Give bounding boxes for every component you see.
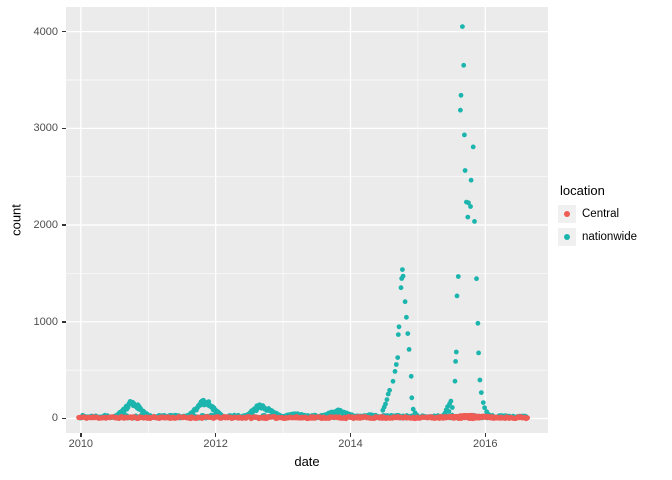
x-axis-tick xyxy=(80,433,82,437)
data-point-nationwide xyxy=(410,406,416,412)
data-point-nationwide xyxy=(395,332,401,337)
y-axis-tick xyxy=(62,224,66,226)
data-point-nationwide xyxy=(412,410,418,416)
data-point-central xyxy=(524,415,530,421)
y-tick-label: 4000 xyxy=(33,25,58,38)
data-point-nationwide xyxy=(387,387,392,393)
plot-panel xyxy=(66,7,548,433)
y-axis-tick xyxy=(62,30,66,33)
x-axis-tick xyxy=(484,433,487,437)
y-tick-label: 3000 xyxy=(33,122,58,135)
x-axis-title: date xyxy=(294,454,320,469)
legend-label-central: Central xyxy=(582,208,620,220)
data-point-nationwide xyxy=(385,391,391,397)
data-point-nationwide xyxy=(404,314,409,320)
legend-title: location xyxy=(560,183,605,198)
data-point-nationwide xyxy=(454,293,460,299)
data-point-nationwide xyxy=(398,285,404,291)
legend-key-nationwide xyxy=(558,228,576,246)
y-axis-tick xyxy=(62,417,66,420)
data-point-nationwide xyxy=(400,273,406,279)
data-point-nationwide xyxy=(446,409,452,414)
legend-entry-central: Central xyxy=(558,205,637,223)
data-point-nationwide xyxy=(460,24,465,29)
data-point-nationwide xyxy=(474,276,479,282)
central-point-icon xyxy=(564,211,570,217)
data-point-nationwide xyxy=(482,405,487,411)
y-tick-label: 2000 xyxy=(33,219,58,232)
data-point-nationwide xyxy=(468,177,474,183)
data-point-nationwide xyxy=(406,347,412,352)
data-point-nationwide xyxy=(476,350,481,356)
y-tick-label: 1000 xyxy=(33,315,58,328)
y-axis-title: count xyxy=(8,204,24,236)
data-point-nationwide xyxy=(402,299,408,305)
data-point-nationwide xyxy=(477,377,483,383)
scatter-plot xyxy=(66,7,548,433)
data-point-nationwide xyxy=(408,373,414,379)
data-point-nationwide xyxy=(472,219,477,224)
x-tick-label: 2014 xyxy=(338,438,363,450)
data-point-nationwide xyxy=(449,405,455,410)
x-axis-tick xyxy=(214,433,217,437)
data-point-nationwide xyxy=(383,401,388,407)
data-point-nationwide xyxy=(392,369,398,374)
data-point-nationwide xyxy=(462,132,467,138)
data-point-nationwide xyxy=(480,400,486,405)
data-point-nationwide xyxy=(470,144,476,150)
data-point-nationwide xyxy=(390,378,396,384)
data-point-nationwide xyxy=(453,359,458,364)
data-point-central xyxy=(495,415,501,421)
y-axis-tick xyxy=(62,127,66,130)
data-point-nationwide xyxy=(475,320,481,326)
data-point-nationwide xyxy=(395,355,401,360)
x-axis-tick xyxy=(349,433,352,437)
legend-entry-nationwide: nationwide xyxy=(558,228,637,246)
data-point-nationwide xyxy=(455,274,461,279)
data-point-nationwide xyxy=(478,390,484,395)
nationwide-point-icon xyxy=(564,234,570,240)
data-point-nationwide xyxy=(125,404,131,410)
x-tick-label: 2010 xyxy=(68,438,94,450)
data-point-nationwide xyxy=(409,395,415,401)
data-point-nationwide xyxy=(453,349,459,355)
data-point-nationwide xyxy=(468,204,473,209)
data-point-nationwide xyxy=(458,107,463,113)
data-point-nationwide xyxy=(396,324,402,330)
data-point-nationwide xyxy=(458,92,464,98)
data-point-nationwide xyxy=(405,331,411,336)
data-point-nationwide xyxy=(384,397,390,402)
y-tick-label: 0 xyxy=(51,412,58,425)
data-point-nationwide xyxy=(452,378,458,384)
y-axis-tick xyxy=(62,321,66,323)
legend-key-central xyxy=(558,205,576,223)
panel-background xyxy=(66,7,548,433)
x-tick-label: 2016 xyxy=(473,438,498,450)
legend: location Central nationwide xyxy=(558,183,637,251)
data-point-nationwide xyxy=(466,200,471,206)
data-point-nationwide xyxy=(448,398,454,404)
data-point-nationwide xyxy=(462,168,468,173)
data-point-nationwide xyxy=(393,362,399,367)
legend-label-nationwide: nationwide xyxy=(582,231,637,243)
x-tick-label: 2012 xyxy=(203,438,228,450)
data-point-nationwide xyxy=(400,267,405,272)
data-point-nationwide xyxy=(461,62,467,68)
data-point-nationwide xyxy=(465,214,471,220)
